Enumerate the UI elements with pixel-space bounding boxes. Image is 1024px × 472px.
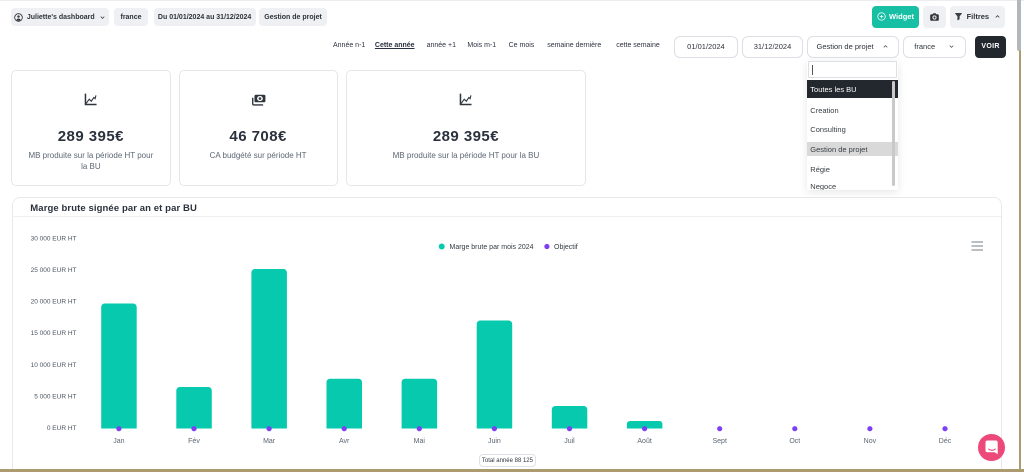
svg-text:Objectif: Objectif xyxy=(554,244,578,251)
svg-text:Nov: Nov xyxy=(864,438,877,445)
svg-text:Jan: Jan xyxy=(113,438,124,445)
svg-text:Mai: Mai xyxy=(414,438,426,445)
svg-text:25 000 EUR HT: 25 000 EUR HT xyxy=(31,267,77,274)
svg-text:Juil: Juil xyxy=(564,438,575,445)
svg-text:Fév: Fév xyxy=(188,438,200,445)
svg-text:Marge brute par mois 2024: Marge brute par mois 2024 xyxy=(450,244,534,251)
svg-text:Mar: Mar xyxy=(263,438,276,445)
svg-text:30 000 EUR HT: 30 000 EUR HT xyxy=(31,236,77,243)
svg-text:Oct: Oct xyxy=(789,438,800,445)
svg-text:5 000 EUR HT: 5 000 EUR HT xyxy=(34,393,76,400)
svg-text:Déc: Déc xyxy=(939,438,952,445)
svg-text:10 000 EUR HT: 10 000 EUR HT xyxy=(31,362,77,369)
svg-text:Avr: Avr xyxy=(339,438,350,445)
svg-text:20 000 EUR HT: 20 000 EUR HT xyxy=(31,299,77,306)
svg-text:Août: Août xyxy=(637,438,651,445)
svg-text:15 000 EUR HT: 15 000 EUR HT xyxy=(31,330,77,337)
svg-text:Juin: Juin xyxy=(488,438,501,445)
svg-text:Sept: Sept xyxy=(712,438,726,445)
svg-text:0 EUR HT: 0 EUR HT xyxy=(47,425,77,432)
